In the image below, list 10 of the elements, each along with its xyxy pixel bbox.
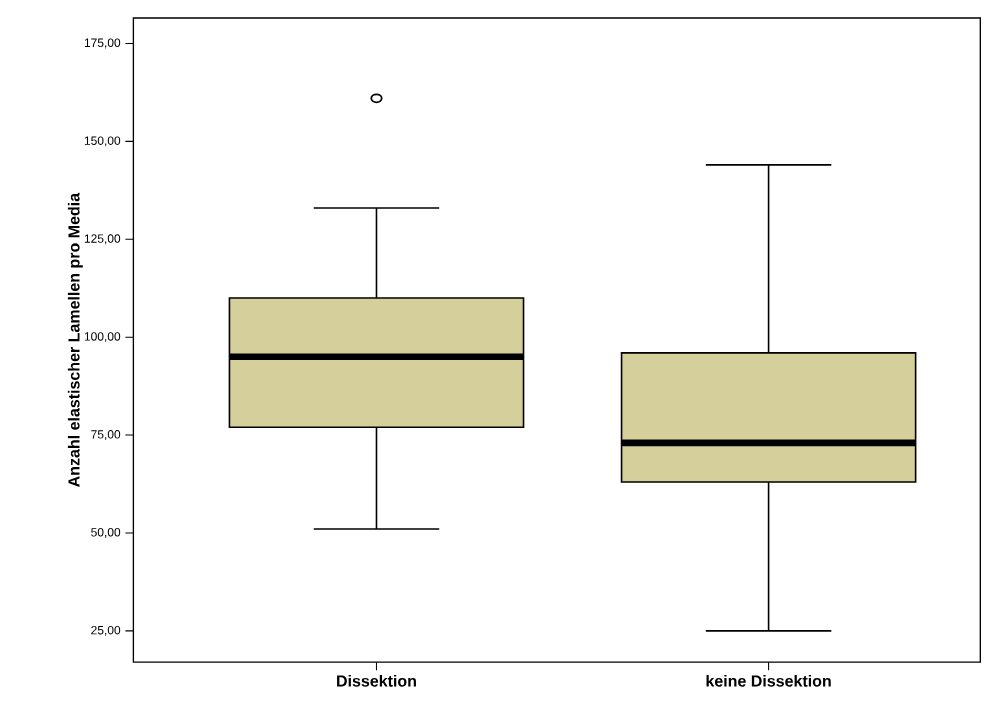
y-tick-label: 50,00: [91, 528, 121, 538]
y-tick-label: 175,00: [84, 38, 121, 49]
x-tick-label: keine Dissektion: [706, 674, 831, 687]
y-tick-label: 150,00: [84, 136, 121, 147]
y-axis-title: Anzahl elastischer Lamellen pro Media: [67, 192, 83, 487]
y-tick-label: 100,00: [84, 332, 121, 343]
x-tick-label: Dissektion: [337, 674, 416, 687]
y-tick-label: 75,00: [91, 430, 121, 441]
y-tick-label: 125,00: [84, 234, 121, 245]
y-tick-label: 25,00: [91, 625, 121, 636]
